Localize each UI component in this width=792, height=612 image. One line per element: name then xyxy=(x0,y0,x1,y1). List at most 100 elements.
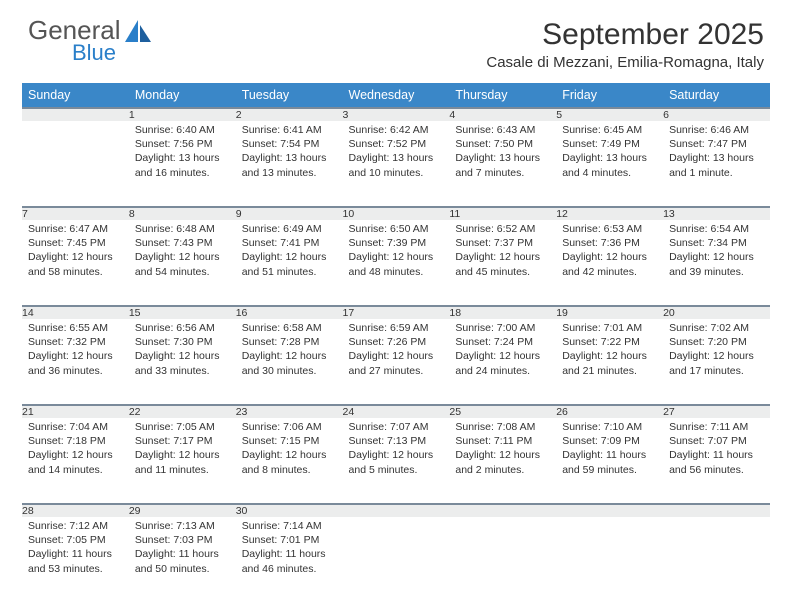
daylight-text: Daylight: 12 hours and 17 minutes. xyxy=(669,349,764,377)
sunrise-text: Sunrise: 6:43 AM xyxy=(455,123,550,137)
day-cell: Sunrise: 7:05 AMSunset: 7:17 PMDaylight:… xyxy=(129,418,236,504)
sunset-text: Sunset: 7:56 PM xyxy=(135,137,230,151)
title-block: September 2025 Casale di Mezzani, Emilia… xyxy=(486,18,764,71)
daylight-text: Daylight: 12 hours and 54 minutes. xyxy=(135,250,230,278)
day-cell: Sunrise: 6:47 AMSunset: 7:45 PMDaylight:… xyxy=(22,220,129,306)
daylight-text: Daylight: 12 hours and 58 minutes. xyxy=(28,250,123,278)
day-number xyxy=(449,504,556,517)
day-cell: Sunrise: 6:55 AMSunset: 7:32 PMDaylight:… xyxy=(22,319,129,405)
day-number: 2 xyxy=(236,108,343,121)
day-cell: Sunrise: 6:46 AMSunset: 7:47 PMDaylight:… xyxy=(663,121,770,207)
daylight-text: Daylight: 12 hours and 2 minutes. xyxy=(455,448,550,476)
day-cell xyxy=(556,517,663,603)
day-header: Monday xyxy=(129,83,236,108)
sunrise-text: Sunrise: 7:00 AM xyxy=(455,321,550,335)
day-cell: Sunrise: 6:43 AMSunset: 7:50 PMDaylight:… xyxy=(449,121,556,207)
sunset-text: Sunset: 7:18 PM xyxy=(28,434,123,448)
logo-word2: Blue xyxy=(72,43,121,64)
sunrise-text: Sunrise: 6:49 AM xyxy=(242,222,337,236)
sunrise-text: Sunrise: 6:41 AM xyxy=(242,123,337,137)
day-number: 11 xyxy=(449,207,556,220)
sunrise-text: Sunrise: 7:02 AM xyxy=(669,321,764,335)
week-daynum-row: 21222324252627 xyxy=(22,405,770,418)
daylight-text: Daylight: 12 hours and 51 minutes. xyxy=(242,250,337,278)
daylight-text: Daylight: 12 hours and 39 minutes. xyxy=(669,250,764,278)
week-daynum-row: 78910111213 xyxy=(22,207,770,220)
daylight-text: Daylight: 12 hours and 21 minutes. xyxy=(562,349,657,377)
sunset-text: Sunset: 7:17 PM xyxy=(135,434,230,448)
day-cell: Sunrise: 7:00 AMSunset: 7:24 PMDaylight:… xyxy=(449,319,556,405)
daylight-text: Daylight: 12 hours and 48 minutes. xyxy=(349,250,444,278)
day-number: 18 xyxy=(449,306,556,319)
day-cell: Sunrise: 7:01 AMSunset: 7:22 PMDaylight:… xyxy=(556,319,663,405)
day-number: 20 xyxy=(663,306,770,319)
week-content-row: Sunrise: 6:55 AMSunset: 7:32 PMDaylight:… xyxy=(22,319,770,405)
sunset-text: Sunset: 7:36 PM xyxy=(562,236,657,250)
day-number: 22 xyxy=(129,405,236,418)
sunrise-text: Sunrise: 7:14 AM xyxy=(242,519,337,533)
day-number: 9 xyxy=(236,207,343,220)
day-cell: Sunrise: 6:53 AMSunset: 7:36 PMDaylight:… xyxy=(556,220,663,306)
sunset-text: Sunset: 7:43 PM xyxy=(135,236,230,250)
daylight-text: Daylight: 12 hours and 11 minutes. xyxy=(135,448,230,476)
sunrise-text: Sunrise: 6:54 AM xyxy=(669,222,764,236)
week-daynum-row: 282930 xyxy=(22,504,770,517)
day-header: Saturday xyxy=(663,83,770,108)
sunrise-text: Sunrise: 6:56 AM xyxy=(135,321,230,335)
sunrise-text: Sunrise: 6:42 AM xyxy=(349,123,444,137)
day-number: 21 xyxy=(22,405,129,418)
sunset-text: Sunset: 7:32 PM xyxy=(28,335,123,349)
day-number: 14 xyxy=(22,306,129,319)
sunset-text: Sunset: 7:01 PM xyxy=(242,533,337,547)
logo-text: General Blue xyxy=(28,18,121,64)
day-number xyxy=(663,504,770,517)
sunrise-text: Sunrise: 7:06 AM xyxy=(242,420,337,434)
day-cell: Sunrise: 6:41 AMSunset: 7:54 PMDaylight:… xyxy=(236,121,343,207)
sunset-text: Sunset: 7:20 PM xyxy=(669,335,764,349)
daylight-text: Daylight: 13 hours and 16 minutes. xyxy=(135,151,230,179)
day-number: 7 xyxy=(22,207,129,220)
daylight-text: Daylight: 11 hours and 46 minutes. xyxy=(242,547,337,575)
week-daynum-row: 123456 xyxy=(22,108,770,121)
sunset-text: Sunset: 7:41 PM xyxy=(242,236,337,250)
daylight-text: Daylight: 12 hours and 24 minutes. xyxy=(455,349,550,377)
day-cell: Sunrise: 7:06 AMSunset: 7:15 PMDaylight:… xyxy=(236,418,343,504)
sunrise-text: Sunrise: 7:10 AM xyxy=(562,420,657,434)
daylight-text: Daylight: 12 hours and 33 minutes. xyxy=(135,349,230,377)
sunset-text: Sunset: 7:09 PM xyxy=(562,434,657,448)
sunrise-text: Sunrise: 7:13 AM xyxy=(135,519,230,533)
day-number: 28 xyxy=(22,504,129,517)
sunset-text: Sunset: 7:47 PM xyxy=(669,137,764,151)
day-cell: Sunrise: 7:02 AMSunset: 7:20 PMDaylight:… xyxy=(663,319,770,405)
sunrise-text: Sunrise: 6:47 AM xyxy=(28,222,123,236)
sunset-text: Sunset: 7:11 PM xyxy=(455,434,550,448)
sunrise-text: Sunrise: 6:53 AM xyxy=(562,222,657,236)
day-number xyxy=(22,108,129,121)
day-number: 17 xyxy=(343,306,450,319)
week-content-row: Sunrise: 6:40 AMSunset: 7:56 PMDaylight:… xyxy=(22,121,770,207)
location: Casale di Mezzani, Emilia-Romagna, Italy xyxy=(486,54,764,71)
day-cell: Sunrise: 6:58 AMSunset: 7:28 PMDaylight:… xyxy=(236,319,343,405)
day-header: Wednesday xyxy=(343,83,450,108)
sunset-text: Sunset: 7:07 PM xyxy=(669,434,764,448)
day-cell xyxy=(343,517,450,603)
sunrise-text: Sunrise: 6:52 AM xyxy=(455,222,550,236)
daylight-text: Daylight: 13 hours and 10 minutes. xyxy=(349,151,444,179)
day-number: 15 xyxy=(129,306,236,319)
day-header-row: SundayMondayTuesdayWednesdayThursdayFrid… xyxy=(22,83,770,108)
sunrise-text: Sunrise: 6:45 AM xyxy=(562,123,657,137)
sunset-text: Sunset: 7:50 PM xyxy=(455,137,550,151)
sunset-text: Sunset: 7:13 PM xyxy=(349,434,444,448)
day-number: 3 xyxy=(343,108,450,121)
day-cell: Sunrise: 6:59 AMSunset: 7:26 PMDaylight:… xyxy=(343,319,450,405)
day-cell: Sunrise: 7:12 AMSunset: 7:05 PMDaylight:… xyxy=(22,517,129,603)
sunrise-text: Sunrise: 7:11 AM xyxy=(669,420,764,434)
sunrise-text: Sunrise: 6:50 AM xyxy=(349,222,444,236)
day-cell: Sunrise: 6:45 AMSunset: 7:49 PMDaylight:… xyxy=(556,121,663,207)
daylight-text: Daylight: 11 hours and 53 minutes. xyxy=(28,547,123,575)
day-cell: Sunrise: 6:54 AMSunset: 7:34 PMDaylight:… xyxy=(663,220,770,306)
sunset-text: Sunset: 7:03 PM xyxy=(135,533,230,547)
daylight-text: Daylight: 12 hours and 30 minutes. xyxy=(242,349,337,377)
sunset-text: Sunset: 7:49 PM xyxy=(562,137,657,151)
sunset-text: Sunset: 7:54 PM xyxy=(242,137,337,151)
